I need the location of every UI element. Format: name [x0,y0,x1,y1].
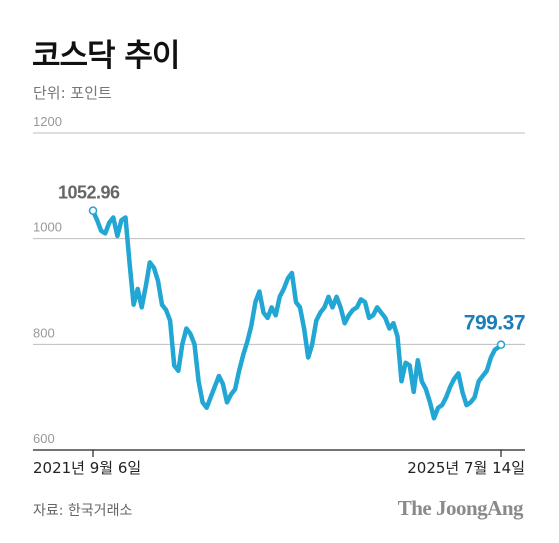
end-value-label: 799.37 [464,312,525,335]
y-tick-label-800: 800 [33,325,55,340]
unit-label: 단위: 포인트 [33,84,112,102]
source-label: 자료: 한국거래소 [33,503,133,519]
brand-logo: The JoongAng [397,496,524,520]
series-line [90,208,504,421]
start-point [88,206,98,215]
x-tick-label-start: 2021년 9월 6일 [33,459,141,477]
y-tick-label-1000: 1000 [33,220,62,235]
end-point [496,340,506,349]
x-tick-label-end: 2025년 7월 14일 [407,459,525,477]
chart-title: 코스닥 추이 [32,38,180,74]
start-value-label: 1052.96 [58,183,120,203]
y-tick-label-600: 600 [33,431,55,446]
y-tick-label-1200: 1200 [33,114,62,129]
